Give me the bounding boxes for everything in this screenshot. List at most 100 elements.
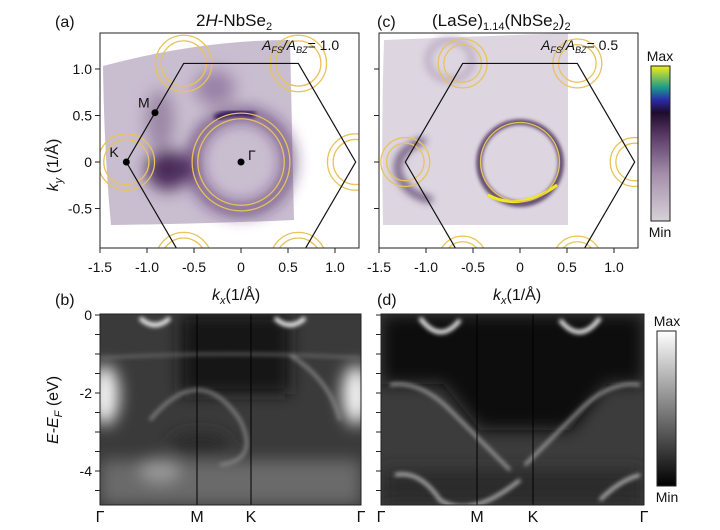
point-k xyxy=(122,158,130,166)
k-pocket-contour xyxy=(278,237,318,248)
x-tick-label: 1.0 xyxy=(604,259,624,275)
gamma-pocket-contour xyxy=(479,121,561,203)
text-segment: k xyxy=(493,287,502,304)
text-segment: (1/Å) xyxy=(507,285,542,304)
panel-label-a: (a) xyxy=(55,14,75,31)
k-pocket-contour xyxy=(100,133,156,191)
text-segment: 2 xyxy=(553,21,559,33)
text-segment: (eV) xyxy=(45,376,62,411)
text-segment: 2 xyxy=(196,11,205,30)
title-c: (LaSe)1.14(NbSe2)2 xyxy=(432,11,571,33)
k-pocket-contour xyxy=(103,138,150,186)
y-tick-label: 0 xyxy=(84,307,92,323)
point-label: Γ xyxy=(248,147,256,163)
x-tick-label: 0.5 xyxy=(278,259,298,275)
fs-intensity-map-c xyxy=(382,33,568,225)
x-tick-label: -0.5 xyxy=(461,259,485,275)
high-symmetry-label-gamma: Γ xyxy=(377,509,386,526)
k-pocket-contour xyxy=(615,142,638,182)
high-symmetry-label-k: K xyxy=(528,509,539,526)
colorbar-fs-min: Min xyxy=(649,224,672,240)
text-segment: (LaSe) xyxy=(432,11,483,30)
panel-a-fermi-surface: M K Γ -1.5 -1.0 -0.5 0 0.5 1.0 -0.5 0 0.5 1.0 xyxy=(68,32,360,275)
xlabel-a: kx(1/Å) xyxy=(212,285,260,307)
y-tick-label: -0.5 xyxy=(68,201,92,217)
colorbar-fs-max: Max xyxy=(647,48,673,64)
high-symmetry-label-gamma: Γ xyxy=(96,509,105,526)
frame-c xyxy=(378,32,639,249)
text-segment: 2 xyxy=(266,21,272,33)
ylabel-b: E-EF (eV) xyxy=(45,376,65,444)
point-label: M xyxy=(138,95,150,111)
panel-label-d: (d) xyxy=(377,292,397,309)
point-m xyxy=(151,109,159,117)
k-pocket-contour xyxy=(380,136,431,188)
high-symmetry-label-m: M xyxy=(190,509,203,526)
y-tick-label: 1.0 xyxy=(73,61,93,77)
x-tick-label: -1.0 xyxy=(414,259,438,275)
high-symmetry-label-gamma: Γ xyxy=(640,509,649,526)
fs-intensity-features-a xyxy=(146,70,294,215)
high-symmetry-label-m: M xyxy=(470,509,483,526)
k-pocket-contour xyxy=(332,138,359,186)
x-tick-label: -1.5 xyxy=(88,259,112,275)
text-segment: (1/Å) xyxy=(43,139,62,178)
text-segment: x xyxy=(500,295,507,307)
colorbar-bands: Max Min xyxy=(654,313,680,505)
text-segment: (NbSe xyxy=(504,11,552,30)
fs-intensity-features-c xyxy=(394,37,475,203)
text-segment: H xyxy=(205,11,218,30)
text-segment: -NbSe xyxy=(218,11,266,30)
k-pocket-contour xyxy=(447,241,478,248)
high-symmetry-label-k: K xyxy=(246,509,257,526)
brillouin-zone-hexagon-c xyxy=(404,62,636,248)
frame-b xyxy=(99,313,362,506)
k-pocket-contour xyxy=(555,235,600,248)
text-segment: E-E xyxy=(45,417,62,444)
panel-label-c: (c) xyxy=(377,14,396,31)
panel-label-b: (b) xyxy=(55,292,75,309)
panel-c-fermi-surface: -1.5 -1.0 -0.5 0 0.5 1.0 xyxy=(367,32,639,275)
k-pocket-contour xyxy=(326,133,359,191)
y-tick-label: 0.5 xyxy=(73,108,93,124)
colorbar-fs: Max Min xyxy=(647,48,673,240)
gamma-pocket-contour xyxy=(191,112,291,212)
ratio-annotation-c: AFS/ABZ= 0.5 xyxy=(540,37,618,55)
ratio-annotation-a: AFS/ABZ= 1.0 xyxy=(261,37,339,55)
y-tick-label: -4 xyxy=(80,463,93,479)
k-pocket-contour xyxy=(157,231,210,248)
y-tick-label: -2 xyxy=(80,385,93,401)
text-segment: y xyxy=(53,176,65,184)
x-tick-label: 0 xyxy=(237,259,245,275)
x-tick-label: -1.5 xyxy=(367,259,391,275)
x-tick-label: -1.0 xyxy=(135,259,159,275)
point-label: K xyxy=(109,144,119,160)
x-tick-label: 1.0 xyxy=(325,259,345,275)
text-segment: k xyxy=(212,287,221,304)
k-pocket-contour xyxy=(562,241,593,248)
x-tick-label: -0.5 xyxy=(182,259,206,275)
text-segment: ) xyxy=(559,11,565,30)
text-segment: 1.14 xyxy=(483,21,504,33)
xlabel-c: kx(1/Å) xyxy=(493,285,541,307)
y-tick-label: 0 xyxy=(84,154,92,170)
k-pocket-contour xyxy=(609,136,638,188)
frame-a xyxy=(99,32,360,249)
text-segment: k xyxy=(45,182,62,191)
colorbar-bands-min: Min xyxy=(656,489,679,505)
text-segment: (1/Å) xyxy=(226,285,261,304)
k-pocket-contour xyxy=(272,231,325,248)
frame-d xyxy=(380,313,645,506)
title-a: 2H-NbSe2 xyxy=(196,11,272,33)
gamma-pocket-contour xyxy=(197,118,285,206)
ylabel-a: ky (1/Å) xyxy=(43,139,65,192)
high-symmetry-label-gamma: Γ xyxy=(357,509,366,526)
x-tick-label: 0 xyxy=(516,259,524,275)
colorbar-bands-max: Max xyxy=(654,313,680,329)
text-segment: F xyxy=(53,409,65,417)
k-pocket-contour xyxy=(385,142,425,182)
text-segment: x xyxy=(219,295,226,307)
k-pocket-contour xyxy=(440,235,485,248)
